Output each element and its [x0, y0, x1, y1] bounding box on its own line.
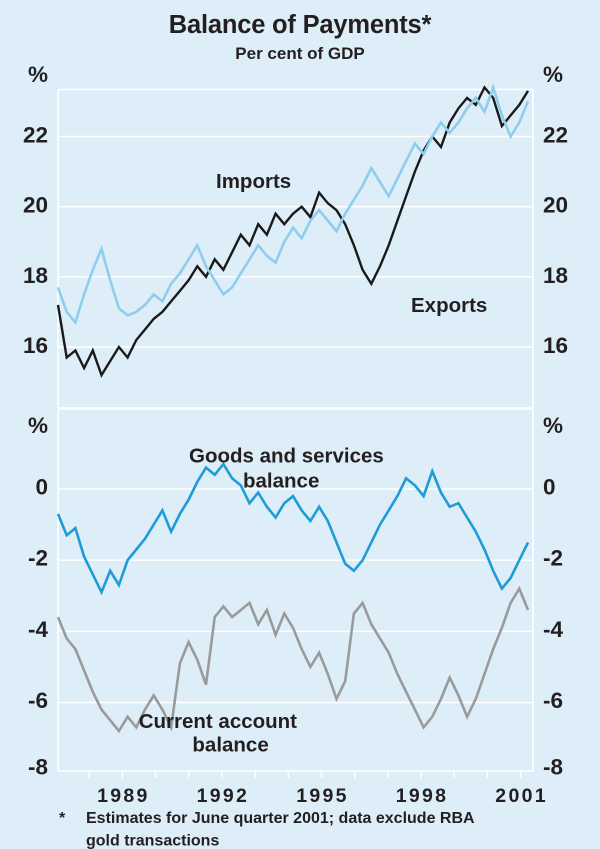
svg-text:0: 0 [543, 475, 556, 500]
svg-text:%: % [543, 62, 563, 87]
svg-text:18: 18 [23, 263, 48, 288]
svg-text:gold transactions: gold transactions [86, 833, 219, 849]
svg-text:22: 22 [23, 123, 48, 148]
svg-text:20: 20 [543, 193, 568, 218]
svg-text:-2: -2 [28, 546, 48, 571]
svg-text:1992: 1992 [197, 785, 250, 807]
svg-text:-8: -8 [28, 755, 48, 780]
svg-text:16: 16 [23, 333, 48, 358]
svg-text:Exports: Exports [411, 294, 487, 317]
svg-text:0: 0 [35, 475, 48, 500]
svg-text:22: 22 [543, 123, 568, 148]
svg-text:2001: 2001 [495, 785, 548, 807]
svg-text:-4: -4 [28, 617, 48, 642]
svg-text:Current account: Current account [139, 710, 297, 733]
svg-text:Goods and services: Goods and services [189, 445, 384, 468]
svg-text:-4: -4 [543, 617, 563, 642]
svg-text:Estimates for June quarter 200: Estimates for June quarter 2001; data ex… [86, 810, 475, 827]
svg-text:-2: -2 [543, 546, 563, 571]
svg-text:%: % [28, 62, 48, 87]
svg-text:1989: 1989 [97, 785, 150, 807]
svg-text:1995: 1995 [296, 785, 349, 807]
svg-text:-6: -6 [543, 688, 563, 713]
svg-text:-8: -8 [543, 755, 563, 780]
svg-text:balance: balance [192, 733, 268, 756]
svg-text:1998: 1998 [396, 785, 449, 807]
svg-text:balance: balance [243, 469, 319, 492]
svg-text:*: * [59, 810, 66, 827]
svg-text:%: % [28, 413, 48, 438]
svg-text:16: 16 [543, 333, 568, 358]
svg-text:Imports: Imports [216, 170, 291, 193]
svg-text:%: % [543, 413, 563, 438]
svg-text:20: 20 [23, 193, 48, 218]
svg-text:18: 18 [543, 263, 568, 288]
svg-text:-6: -6 [28, 688, 48, 713]
